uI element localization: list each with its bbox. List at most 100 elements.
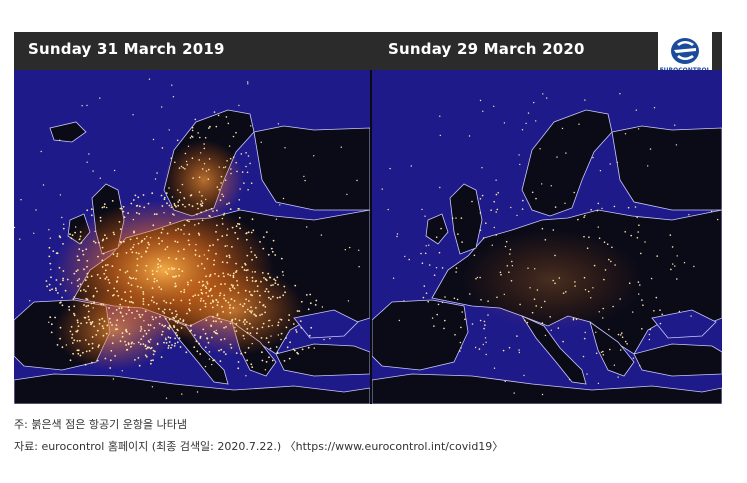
- flight-dot: [76, 340, 79, 342]
- flight-dot: [40, 150, 42, 153]
- flight-dot: [509, 248, 512, 251]
- flight-dot: [132, 199, 135, 201]
- flight-dot: [267, 253, 270, 256]
- flight-dot: [241, 171, 244, 173]
- flight-dot: [550, 185, 552, 187]
- flight-dot: [544, 334, 547, 337]
- flight-dot: [76, 255, 79, 258]
- flight-dot: [239, 227, 242, 230]
- flight-dot: [151, 270, 154, 272]
- flight-dot: [261, 326, 264, 329]
- flight-dot: [166, 232, 169, 235]
- flight-dot: [238, 223, 241, 226]
- flight-dot: [583, 337, 586, 340]
- flight-dot: [503, 122, 506, 124]
- flight-dot: [244, 263, 247, 266]
- flight-dot: [211, 363, 213, 366]
- flight-dot: [270, 247, 273, 250]
- flight-dot: [244, 311, 247, 313]
- flight-dot: [279, 204, 281, 206]
- flight-dot: [274, 279, 277, 282]
- flight-dot: [583, 235, 585, 238]
- flight-dot: [79, 339, 81, 342]
- flight-dot: [491, 244, 493, 246]
- flight-dot: [232, 272, 235, 275]
- eurocontrol-e-icon: [671, 38, 699, 64]
- flight-dot: [655, 296, 658, 299]
- flight-dot: [119, 241, 122, 243]
- flight-dot: [215, 299, 218, 302]
- flight-dot: [71, 337, 73, 339]
- flight-dot: [174, 342, 177, 345]
- flight-dot: [141, 313, 144, 316]
- flight-dot: [565, 291, 567, 293]
- flight-dot: [186, 312, 188, 315]
- flight-dot: [256, 290, 259, 292]
- flight-dot: [201, 280, 204, 283]
- flight-dot: [201, 168, 204, 170]
- flight-dot: [59, 337, 61, 340]
- flight-dot: [210, 302, 212, 305]
- flight-dot: [49, 237, 51, 239]
- flight-dot: [93, 301, 95, 304]
- flight-dot: [293, 349, 296, 352]
- flight-dot: [255, 256, 258, 259]
- flight-dot: [84, 279, 87, 282]
- flight-dot: [224, 245, 227, 248]
- flight-dot: [209, 289, 212, 292]
- flight-dot: [59, 326, 62, 329]
- flight-dot: [499, 271, 502, 274]
- flight-dot: [155, 302, 158, 305]
- flight-dot: [597, 202, 600, 205]
- flight-dot: [213, 263, 215, 266]
- flight-dot: [126, 348, 129, 351]
- flight-dot: [232, 274, 235, 277]
- flight-dot: [676, 255, 678, 257]
- flight-dot: [243, 338, 245, 340]
- flight-dot: [73, 314, 76, 317]
- flight-dot: [225, 326, 227, 328]
- flight-dot: [130, 202, 133, 205]
- flight-dot: [184, 152, 187, 155]
- flight-dot: [221, 193, 223, 196]
- flight-dot: [216, 224, 218, 227]
- flight-dot: [251, 280, 254, 282]
- flight-dot: [153, 301, 155, 304]
- flight-dot: [62, 243, 64, 245]
- flight-dot: [493, 105, 495, 107]
- flight-dot: [204, 137, 207, 139]
- flight-dot: [630, 234, 632, 237]
- flight-dot: [421, 208, 423, 211]
- flight-dot: [480, 299, 482, 301]
- flight-dot: [146, 235, 148, 238]
- flight-dot: [222, 311, 225, 313]
- flight-dot: [138, 205, 141, 208]
- flight-dot: [62, 277, 64, 280]
- flight-dot: [196, 350, 199, 353]
- flight-dot: [192, 295, 195, 298]
- flight-dot: [259, 241, 261, 243]
- flight-dot: [459, 350, 461, 352]
- flight-dot: [228, 256, 231, 259]
- flight-dot: [229, 274, 232, 277]
- flight-dot: [387, 208, 389, 211]
- flight-dot: [349, 246, 351, 249]
- flight-dot: [215, 252, 217, 255]
- flight-dot: [205, 275, 208, 278]
- flight-dot: [637, 128, 640, 130]
- flight-dot: [88, 153, 90, 155]
- flight-dot: [201, 292, 204, 295]
- flight-dot: [139, 330, 142, 332]
- flight-dot: [194, 294, 197, 296]
- flight-dot: [247, 81, 249, 83]
- flight-dot: [229, 208, 232, 211]
- flight-dot: [272, 284, 274, 286]
- flight-dot: [437, 303, 440, 306]
- flight-dot: [112, 231, 115, 234]
- flight-dot: [116, 319, 119, 322]
- flight-dot: [101, 325, 104, 327]
- flight-dot: [586, 373, 588, 375]
- flight-dot: [183, 291, 186, 293]
- flight-dot: [262, 236, 265, 239]
- flight-dot: [245, 152, 247, 154]
